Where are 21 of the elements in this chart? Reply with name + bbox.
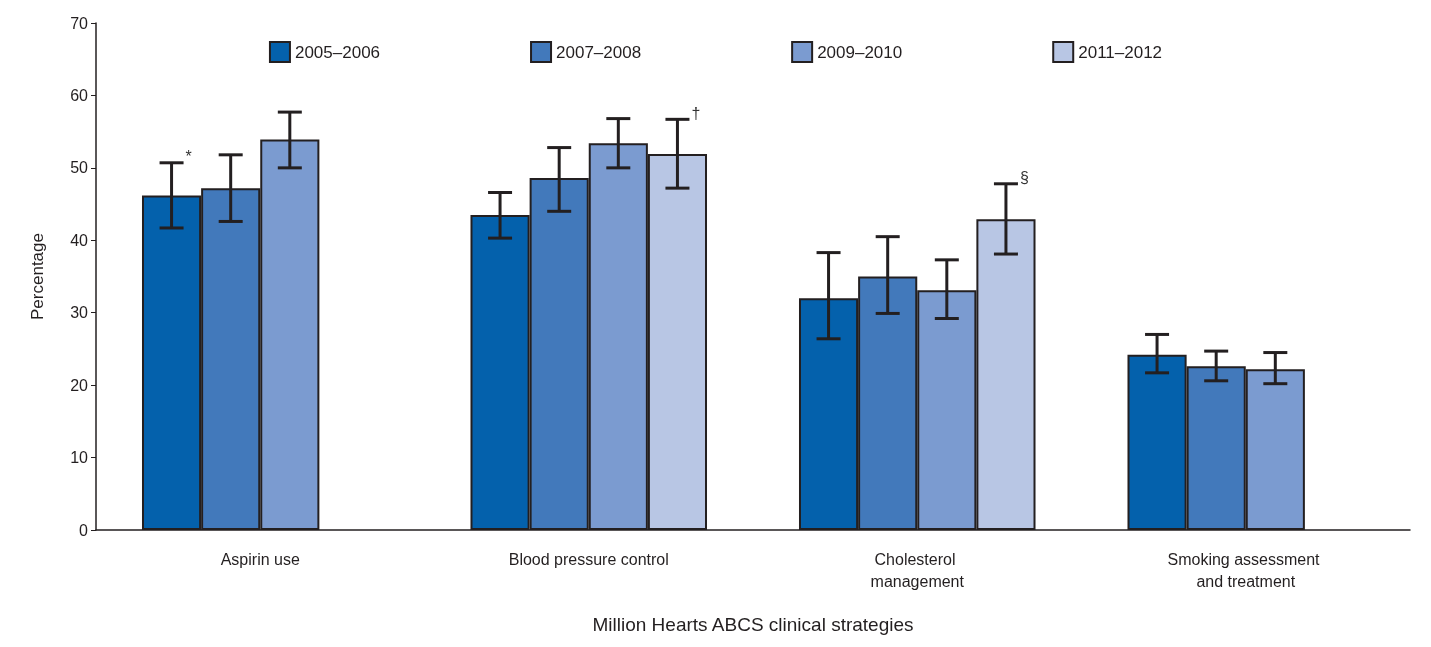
legend-label: 2011–2012 — [1078, 42, 1163, 62]
x-tick-label: Smoking assessment and treatment — [1167, 550, 1325, 590]
y-axis-title: Percentage — [28, 233, 47, 320]
x-tick-label: Cholesterol management — [870, 550, 965, 590]
y-tick-label: 60 — [70, 86, 89, 104]
y-tick-label: 30 — [70, 304, 89, 322]
y-tick-label: 0 — [79, 521, 89, 539]
legend-label: 2007–2008 — [556, 42, 642, 62]
legend-label: 2009–2010 — [817, 42, 903, 62]
x-tick-label: Blood pressure control — [508, 550, 669, 568]
data-label: * — [185, 148, 192, 166]
y-tick-label: 70 — [70, 14, 89, 32]
y-tick-label: 10 — [70, 449, 89, 467]
x-axis-title: Million Hearts ABCS clinical strategies — [592, 614, 914, 635]
y-tick-label: 40 — [70, 231, 89, 249]
y-tick-label: 50 — [70, 159, 89, 177]
data-label: § — [1019, 169, 1029, 187]
data-label: † — [691, 104, 701, 122]
legend-label: 2005–2006 — [294, 42, 381, 62]
y-tick-label: 20 — [70, 376, 89, 394]
x-tick-label: Aspirin use — [220, 550, 300, 568]
